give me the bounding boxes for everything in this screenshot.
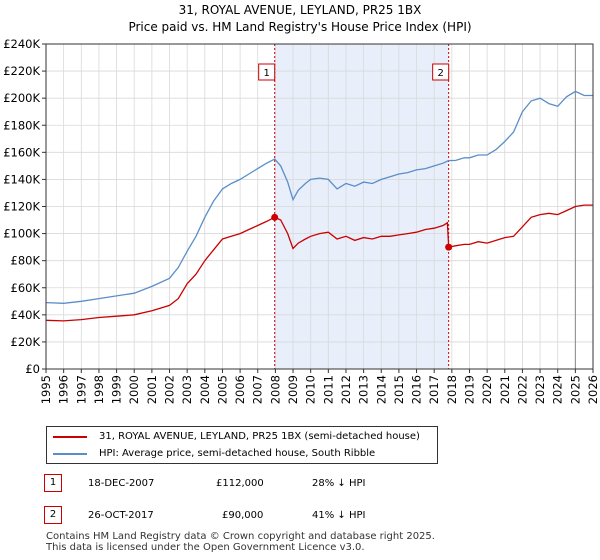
transaction-points xyxy=(271,213,453,251)
legend-label-property: 31, ROYAL AVENUE, LEYLAND, PR25 1BX (sem… xyxy=(99,431,420,442)
plot-border xyxy=(45,43,594,370)
legend: 31, ROYAL AVENUE, LEYLAND, PR25 1BX (sem… xyxy=(46,426,438,464)
x-tick-label: 2002 xyxy=(163,375,177,404)
transaction-number-badge: 2 xyxy=(44,506,62,524)
y-tick-label: £0 xyxy=(25,362,40,376)
x-tick-label: 1997 xyxy=(74,375,88,404)
annotation-box xyxy=(432,63,450,81)
y-tick-label: £160K xyxy=(3,145,40,159)
x-tick-label: 2026 xyxy=(586,375,600,404)
x-tick-label: 2010 xyxy=(304,375,318,404)
y-tick-label: £40K xyxy=(11,308,41,322)
x-tick-label: 2018 xyxy=(445,375,459,404)
title-line-1: 31, ROYAL AVENUE, LEYLAND, PR25 1BX xyxy=(178,3,422,17)
x-tick-label: 2009 xyxy=(286,375,300,404)
y-tick-label: £180K xyxy=(3,118,40,132)
x-tick-label: 2005 xyxy=(215,375,229,404)
annotation-label: 2 xyxy=(437,68,443,79)
x-tick-label: 2021 xyxy=(498,375,512,404)
x-tick-label: 2008 xyxy=(268,375,282,404)
x-tick-label: 2015 xyxy=(392,375,406,404)
transaction-date: 26-OCT-2017 xyxy=(88,510,154,521)
y-tick-label: £20K xyxy=(11,335,41,349)
x-tick-label: 2017 xyxy=(427,375,441,404)
y-tick-label: £120K xyxy=(3,200,40,214)
y-tick-label: £140K xyxy=(3,172,40,186)
transaction-point xyxy=(271,213,279,221)
title-line-2: Price paid vs. HM Land Registry's House … xyxy=(128,20,472,34)
legend-swatch-property xyxy=(53,436,87,438)
x-tick-label: 2012 xyxy=(339,375,353,404)
y-tick-label: £100K xyxy=(3,227,40,241)
x-axis-ticks: 1995 1996 1997 1998 1999 2000 2001 2002 2003 2004… xyxy=(39,369,600,404)
price-chart: £0 £20K £40K £60K £80K £100K £120K £140K £160K £1… xyxy=(3,37,600,404)
transaction-date: 18-DEC-2007 xyxy=(88,478,155,489)
x-tick-label: 2014 xyxy=(374,375,388,404)
y-tick-label: £220K xyxy=(3,64,40,78)
x-tick-label: 2022 xyxy=(515,375,529,404)
transaction-price: £112,000 xyxy=(216,478,264,489)
x-tick-label: 2011 xyxy=(321,375,335,404)
x-tick-label: 2013 xyxy=(357,375,371,404)
annotation-label: 1 xyxy=(263,68,269,79)
x-tick-label: 1999 xyxy=(110,375,124,404)
x-tick-label: 2007 xyxy=(251,375,265,404)
x-tick-label: 2004 xyxy=(198,375,212,404)
x-tick-label: 2019 xyxy=(462,375,476,404)
y-tick-label: £240K xyxy=(3,37,40,51)
transaction-hpi-diff: 28% ↓ HPI xyxy=(312,478,366,489)
y-tick-label: £80K xyxy=(11,254,41,268)
transaction-point xyxy=(445,243,453,251)
y-axis-ticks: £0 £20K £40K £60K £80K £100K £120K £140K £160K £1… xyxy=(3,37,46,376)
x-tick-label: 2003 xyxy=(180,375,194,404)
transaction-number-badge: 1 xyxy=(44,474,62,492)
x-tick-label: 2025 xyxy=(568,375,582,404)
x-tick-label: 2020 xyxy=(480,375,494,404)
x-tick-label: 1995 xyxy=(39,375,53,404)
x-tick-label: 2001 xyxy=(145,375,159,404)
y-tick-label: £60K xyxy=(11,281,41,295)
hpi-series-line xyxy=(45,90,593,304)
x-tick-label: 1998 xyxy=(92,375,106,404)
x-tick-label: 2024 xyxy=(551,375,565,404)
x-tick-label: 2016 xyxy=(410,375,424,404)
transaction-price: £90,000 xyxy=(222,510,264,521)
legend-swatch-hpi xyxy=(53,453,87,455)
x-tick-label: 2006 xyxy=(233,375,247,404)
chart-title: 31, ROYAL AVENUE, LEYLAND, PR25 1BX Pric… xyxy=(0,2,600,36)
legend-label-hpi: HPI: Average price, semi-detached house,… xyxy=(99,448,376,459)
x-tick-label: 1996 xyxy=(57,375,71,404)
footer-attribution: Contains HM Land Registry data © Crown c… xyxy=(46,531,435,553)
transaction-row: 1 18-DEC-2007 £112,000 28% ↓ HPI xyxy=(44,474,544,492)
y-tick-label: £200K xyxy=(3,91,40,105)
footer-line-2: This data is licensed under the Open Gov… xyxy=(46,542,365,553)
footer-line-1: Contains HM Land Registry data © Crown c… xyxy=(46,531,435,542)
x-tick-label: 2023 xyxy=(533,375,547,404)
property-series-line xyxy=(45,204,593,322)
transaction-hpi-diff: 41% ↓ HPI xyxy=(312,510,366,521)
annotation-box xyxy=(258,63,276,81)
x-tick-label: 2000 xyxy=(127,375,141,404)
transaction-row: 2 26-OCT-2017 £90,000 41% ↓ HPI xyxy=(44,506,544,524)
